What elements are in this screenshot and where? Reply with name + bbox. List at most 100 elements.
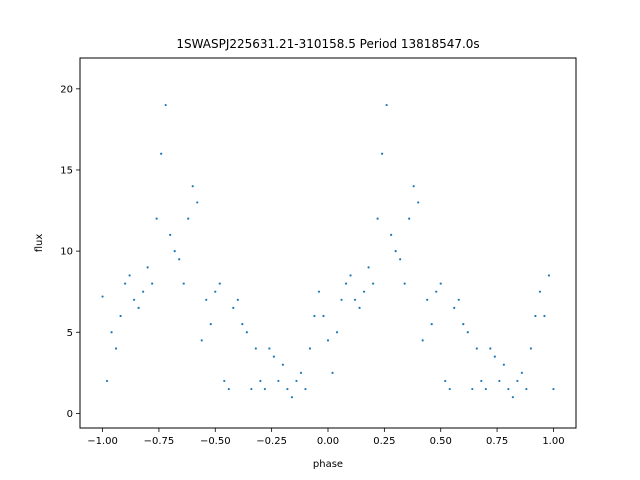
y-tick-label: 0 bbox=[67, 409, 73, 420]
data-point bbox=[164, 103, 167, 107]
data-point bbox=[308, 347, 312, 350]
data-point bbox=[173, 250, 176, 253]
data-point bbox=[444, 379, 447, 383]
data-point bbox=[511, 396, 514, 399]
data-point bbox=[313, 314, 316, 318]
data-point bbox=[340, 298, 343, 301]
y-axis-label: flux bbox=[34, 234, 45, 253]
data-point bbox=[277, 379, 280, 383]
data-point bbox=[538, 290, 542, 293]
data-point bbox=[245, 331, 248, 334]
data-point bbox=[462, 323, 465, 326]
data-point bbox=[110, 331, 113, 334]
data-point bbox=[403, 282, 406, 285]
y-tick-label: 20 bbox=[60, 84, 73, 95]
data-point bbox=[268, 347, 271, 350]
data-point bbox=[484, 387, 487, 391]
data-point bbox=[507, 387, 510, 391]
data-point bbox=[412, 185, 415, 188]
data-point bbox=[263, 387, 266, 391]
data-point bbox=[430, 323, 433, 326]
data-point bbox=[498, 379, 501, 383]
data-point bbox=[367, 266, 370, 269]
data-point bbox=[218, 282, 221, 285]
data-point bbox=[435, 290, 438, 293]
y-tick-label: 15 bbox=[60, 165, 73, 176]
data-point bbox=[448, 387, 451, 391]
data-point bbox=[331, 371, 334, 374]
data-point bbox=[502, 363, 505, 366]
x-tick-label: 0.00 bbox=[317, 436, 339, 447]
data-point bbox=[137, 306, 140, 310]
data-point bbox=[304, 387, 307, 391]
chart-title: 1SWASPJ225631.21-310158.5 Period 1381854… bbox=[176, 37, 479, 51]
data-point bbox=[529, 347, 533, 350]
data-point bbox=[123, 282, 127, 285]
data-point bbox=[241, 323, 244, 326]
x-tick-label: −0.25 bbox=[256, 436, 287, 447]
x-axis-ticks: −1.00 −0.75 −0.50 −0.25 0.00 0.25 0.50 0.75 1.00 bbox=[87, 428, 565, 447]
data-point bbox=[475, 347, 478, 350]
data-point bbox=[358, 306, 361, 310]
data-point bbox=[223, 379, 226, 383]
x-tick-label: −0.50 bbox=[200, 436, 231, 447]
data-point bbox=[381, 152, 384, 155]
data-point bbox=[286, 387, 289, 391]
data-point bbox=[390, 233, 393, 236]
data-point bbox=[457, 298, 460, 301]
data-point bbox=[272, 355, 275, 358]
data-point bbox=[344, 282, 348, 285]
data-point bbox=[317, 290, 321, 293]
data-point bbox=[128, 274, 131, 277]
data-point bbox=[376, 217, 379, 220]
x-tick-label: −1.00 bbox=[87, 436, 118, 447]
data-point bbox=[209, 323, 212, 326]
data-point bbox=[489, 347, 492, 350]
data-point bbox=[146, 266, 149, 269]
data-points bbox=[101, 103, 555, 399]
data-point bbox=[408, 217, 411, 220]
data-point bbox=[399, 258, 402, 261]
data-point bbox=[227, 387, 230, 391]
data-point bbox=[417, 201, 420, 204]
data-point bbox=[520, 371, 523, 374]
x-tick-label: −0.75 bbox=[144, 436, 175, 447]
data-point bbox=[335, 331, 339, 334]
data-point bbox=[101, 295, 104, 298]
y-axis-ticks: 0 5 10 15 20 bbox=[60, 84, 80, 420]
data-point bbox=[191, 185, 194, 188]
data-point bbox=[142, 290, 145, 293]
data-point bbox=[232, 306, 235, 310]
data-point bbox=[385, 103, 388, 107]
data-point bbox=[326, 339, 330, 342]
data-point bbox=[200, 339, 203, 342]
data-point bbox=[290, 396, 294, 399]
data-point bbox=[552, 387, 555, 391]
x-tick-label: 1.00 bbox=[542, 436, 564, 447]
data-point bbox=[133, 298, 136, 301]
data-point bbox=[471, 387, 474, 391]
data-point bbox=[182, 282, 185, 285]
x-axis-label: phase bbox=[313, 459, 343, 470]
data-point bbox=[543, 314, 546, 318]
data-point bbox=[439, 282, 442, 285]
data-point bbox=[196, 201, 199, 204]
data-point bbox=[534, 314, 537, 318]
data-point bbox=[151, 282, 154, 285]
data-point bbox=[322, 314, 325, 318]
data-point bbox=[114, 347, 118, 350]
data-point bbox=[214, 290, 217, 293]
data-point bbox=[119, 314, 122, 318]
data-point bbox=[480, 379, 483, 383]
x-tick-label: 0.25 bbox=[373, 436, 395, 447]
data-point bbox=[421, 339, 424, 342]
x-tick-label: 0.75 bbox=[486, 436, 508, 447]
data-point bbox=[187, 217, 190, 220]
data-point bbox=[259, 379, 262, 383]
data-point bbox=[493, 355, 496, 358]
data-point bbox=[362, 290, 366, 293]
data-point bbox=[250, 387, 253, 391]
data-point bbox=[169, 233, 172, 236]
